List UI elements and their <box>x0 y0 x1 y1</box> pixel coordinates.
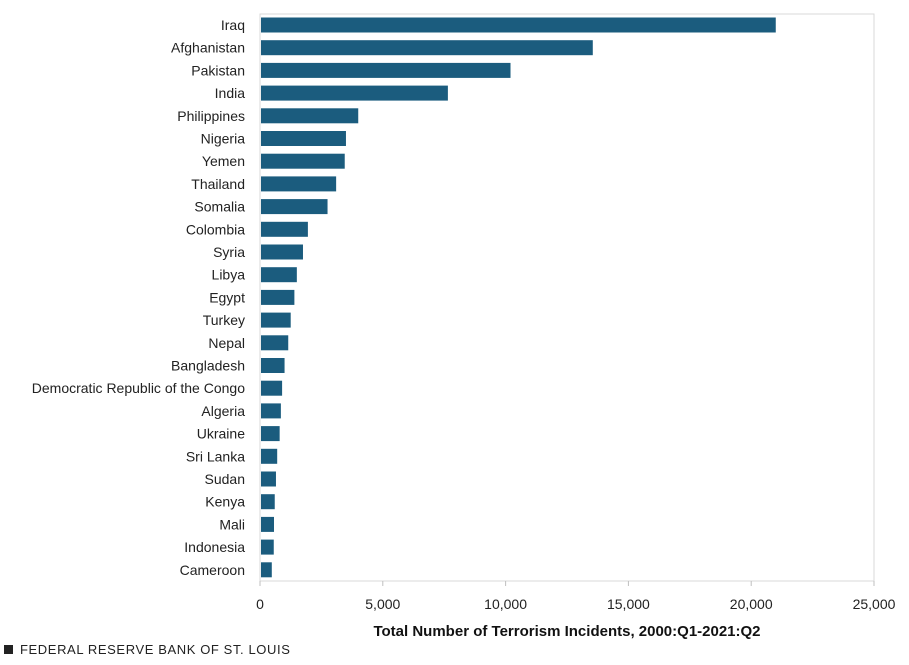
bar-nigeria <box>261 131 346 146</box>
square-icon <box>4 645 13 654</box>
category-label: Philippines <box>177 108 245 124</box>
category-label: Pakistan <box>191 62 245 78</box>
category-label: Algeria <box>201 403 245 419</box>
bar-algeria <box>261 403 281 419</box>
category-label: Mali <box>219 516 245 532</box>
category-label: Sudan <box>205 471 245 487</box>
bar-cameroon <box>261 562 272 578</box>
category-label: Afghanistan <box>171 40 245 56</box>
category-label: Cameroon <box>180 562 245 578</box>
bar-ukraine <box>261 426 280 442</box>
bar-somalia <box>261 199 328 215</box>
category-label: Bangladesh <box>171 358 245 374</box>
bar-sri-lanka <box>261 448 278 464</box>
bar-yemen <box>261 153 345 169</box>
category-label: Indonesia <box>184 539 245 555</box>
category-label: Democratic Republic of the Congo <box>32 380 245 396</box>
category-label: Thailand <box>191 176 245 192</box>
category-label: Syria <box>213 244 245 260</box>
category-label: Egypt <box>209 289 245 305</box>
bar-egypt <box>261 289 295 305</box>
x-tick-label: 25,000 <box>853 596 896 612</box>
bar-indonesia <box>261 539 274 555</box>
bar-democratic-republic-of-the-congo <box>261 380 283 396</box>
bar-syria <box>261 244 303 260</box>
bar-pakistan <box>261 62 511 78</box>
x-axis-title: Total Number of Terrorism Incidents, 200… <box>373 623 760 640</box>
bar-libya <box>261 267 297 283</box>
category-label: India <box>215 85 246 101</box>
source-label: FEDERAL RESERVE BANK OF ST. LOUIS <box>20 642 291 657</box>
category-label: Ukraine <box>197 426 245 442</box>
category-label: Sri Lanka <box>186 448 245 464</box>
bar-thailand <box>261 176 337 192</box>
x-tick-label: 10,000 <box>484 596 527 612</box>
plot-area-border <box>259 13 875 582</box>
bar-kenya <box>261 494 275 510</box>
category-label: Kenya <box>205 494 245 510</box>
bar-turkey <box>261 312 291 328</box>
x-tick-label: 5,000 <box>365 596 400 612</box>
bar-bangladesh <box>261 358 285 373</box>
bar-colombia <box>261 221 308 237</box>
category-label: Turkey <box>203 312 245 328</box>
category-label: Somalia <box>194 199 245 215</box>
bar-nepal <box>261 335 289 351</box>
category-label: Iraq <box>221 17 245 33</box>
bar-india <box>261 85 448 101</box>
x-tick-label: 0 <box>256 596 264 612</box>
category-label: Nigeria <box>201 131 246 147</box>
bar-iraq <box>261 17 776 33</box>
bar-afghanistan <box>261 40 593 56</box>
bar-philippines <box>261 108 359 124</box>
category-label: Yemen <box>202 153 245 169</box>
x-tick-label: 20,000 <box>730 596 773 612</box>
source-footer: FEDERAL RESERVE BANK OF ST. LOUIS <box>4 642 290 657</box>
x-tick-label: 15,000 <box>607 596 650 612</box>
bar-mali <box>261 516 274 532</box>
category-label: Nepal <box>208 335 245 351</box>
category-label: Colombia <box>186 221 245 237</box>
bar-sudan <box>261 471 276 487</box>
category-label: Libya <box>212 267 246 283</box>
